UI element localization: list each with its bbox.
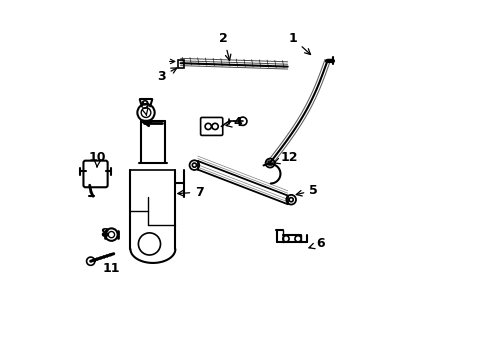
- Text: 8: 8: [100, 227, 109, 240]
- Circle shape: [192, 163, 196, 167]
- Text: 12: 12: [274, 151, 298, 164]
- Text: 4: 4: [225, 117, 242, 130]
- Text: 2: 2: [219, 32, 230, 60]
- Text: 3: 3: [157, 68, 177, 83]
- Text: 11: 11: [102, 262, 120, 275]
- Text: 1: 1: [288, 32, 310, 54]
- FancyBboxPatch shape: [200, 117, 222, 135]
- Circle shape: [288, 198, 293, 202]
- Text: 5: 5: [296, 184, 317, 197]
- Text: 6: 6: [308, 238, 324, 251]
- Bar: [178, 60, 183, 68]
- Text: 9: 9: [140, 99, 148, 115]
- FancyBboxPatch shape: [83, 161, 107, 187]
- Text: 7: 7: [178, 186, 203, 199]
- Text: 10: 10: [89, 151, 106, 167]
